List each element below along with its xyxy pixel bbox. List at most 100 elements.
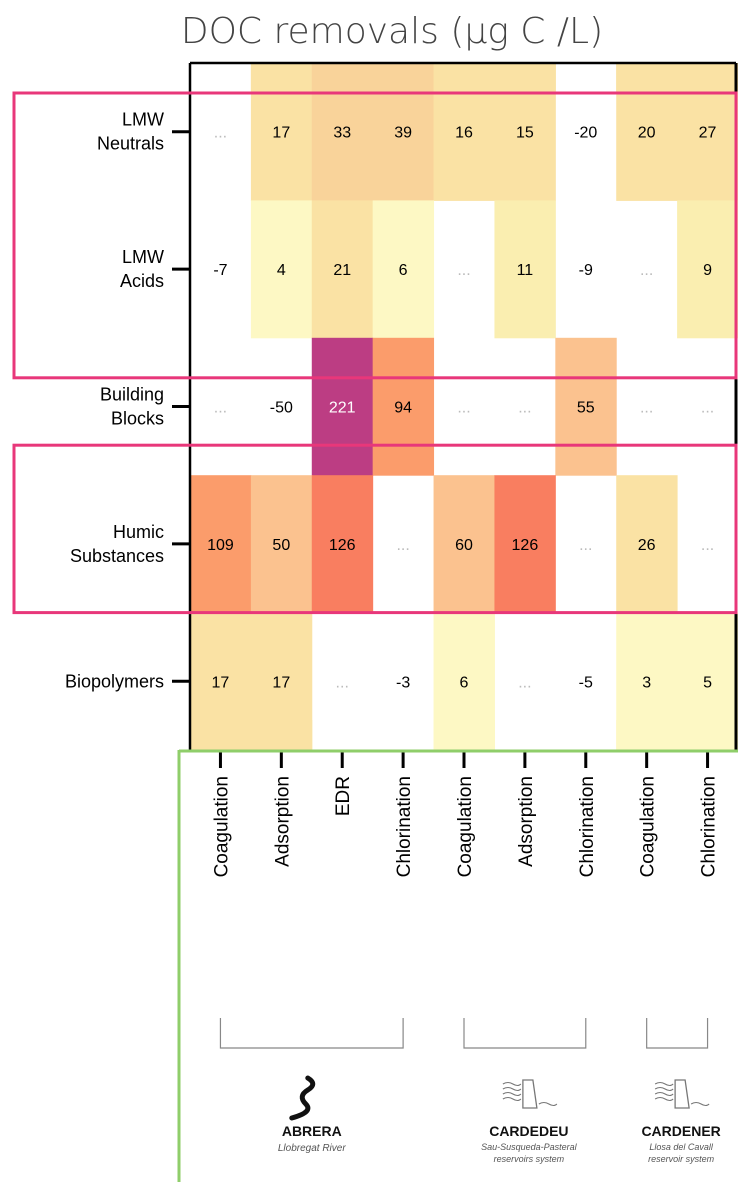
group-subtitle-0: Llobregat River bbox=[278, 1143, 346, 1154]
heatmap-cell-r2-c2 bbox=[311, 337, 374, 476]
cell-value-r2-c7: ... bbox=[640, 400, 653, 417]
heatmap-cell-r0-c5 bbox=[494, 63, 556, 201]
heatmap-cell-r1-c8 bbox=[677, 200, 738, 339]
cell-value-r4-c4: 6 bbox=[460, 674, 469, 691]
heatmap-cell-r0-c4 bbox=[433, 63, 495, 201]
heatmap-cell-r3-c7 bbox=[616, 475, 678, 614]
cell-value-r3-c5: 126 bbox=[512, 537, 539, 554]
cell-value-r3-c4: 60 bbox=[455, 537, 473, 554]
column-label-0: Coagulation bbox=[211, 776, 232, 877]
cell-value-r4-c6: -5 bbox=[579, 674, 593, 691]
cell-value-r4-c8: 5 bbox=[703, 674, 712, 691]
water-wave-icon bbox=[654, 1096, 674, 1102]
group-name-0: ABRERA bbox=[282, 1123, 342, 1139]
group-name-2: CARDENER bbox=[641, 1123, 720, 1139]
heatmap-cell-r2-c6 bbox=[555, 337, 617, 476]
cell-value-r0-c5: 15 bbox=[516, 125, 534, 142]
group-bracket-0 bbox=[219, 1018, 404, 1049]
column-label-1: Adsorption bbox=[272, 776, 293, 867]
row-label-3-line1: Humic bbox=[113, 522, 164, 542]
heatmap-cell-r1-c5 bbox=[494, 200, 556, 339]
cell-value-r0-c3: 39 bbox=[394, 125, 412, 142]
water-wave-icon bbox=[502, 1096, 522, 1102]
column-labels: Coagulation Adsorption EDR Chlorination Coag… bbox=[211, 750, 720, 877]
cell-value-r3-c3: ... bbox=[396, 537, 409, 554]
plot-frame bbox=[12, 61, 738, 1182]
column-label-6: Chlorination bbox=[577, 776, 598, 877]
plant-groups: ABRERA Llobregat River CARDEDEU Sau-Susqued… bbox=[219, 1018, 721, 1164]
cell-value-labels: ... 17 33 39 16 15 -20 20 27 -7 4 21 6... 11 -9... 9...… bbox=[207, 125, 716, 692]
heatmap-cell-r3-c1 bbox=[250, 475, 313, 614]
heatmap-cell-r4-c8 bbox=[677, 612, 738, 751]
row-label-3-line2: Substances bbox=[70, 546, 164, 566]
water-wave-icon bbox=[690, 1101, 710, 1107]
heatmap-cell-r0-c3 bbox=[372, 63, 435, 201]
group-bracket-1 bbox=[463, 1018, 587, 1049]
cell-value-r2-c2: 221 bbox=[329, 400, 356, 417]
cell-value-r3-c1: 50 bbox=[272, 537, 290, 554]
cell-value-r1-c5: 11 bbox=[517, 262, 534, 279]
cell-value-r0-c8: 27 bbox=[699, 125, 717, 142]
row-label-0-line2: Neutrals bbox=[97, 134, 164, 154]
cell-value-r2-c1: -50 bbox=[270, 400, 293, 417]
heatmap-cell-r4-c1 bbox=[250, 612, 313, 751]
heatmap-cell-r3-c2 bbox=[311, 475, 374, 614]
chart-title: DOC removals (µg C /L) bbox=[181, 11, 603, 52]
cell-value-r0-c0: ... bbox=[214, 125, 227, 142]
heatmap-cell-r4-c4 bbox=[433, 612, 495, 751]
cell-value-r1-c2: 21 bbox=[333, 262, 351, 279]
water-wave-icon bbox=[502, 1086, 522, 1092]
cell-value-r1-c7: ... bbox=[640, 262, 653, 279]
water-wave-icon bbox=[654, 1086, 674, 1092]
cell-value-r0-c4: 16 bbox=[455, 125, 473, 142]
heatmap-cell-r0-c8 bbox=[677, 63, 738, 201]
water-wave-icon bbox=[502, 1091, 522, 1097]
highlight-box-humic bbox=[12, 443, 738, 615]
row-label-0-line1: LMW bbox=[122, 110, 164, 130]
cell-value-r4-c5: ... bbox=[518, 674, 531, 691]
cell-value-r1-c0: -7 bbox=[213, 262, 227, 279]
row-label-2-line1: Building bbox=[100, 385, 164, 405]
water-wave-icon bbox=[502, 1081, 522, 1087]
row-label-1-line1: LMW bbox=[122, 247, 164, 267]
highlight-box-lmw bbox=[12, 91, 738, 380]
row-label-1-line2: Acids bbox=[120, 271, 164, 291]
heatmap-cell-r0-c7 bbox=[616, 63, 678, 201]
heatmap-cell-r2-c3 bbox=[372, 337, 435, 476]
cell-value-r4-c1: 17 bbox=[272, 674, 290, 691]
cell-value-r3-c6: ... bbox=[579, 537, 592, 554]
cell-value-r3-c0: 109 bbox=[207, 537, 234, 554]
cell-value-r0-c2: 33 bbox=[333, 125, 351, 142]
heatmap-cell-r1-c1 bbox=[250, 200, 313, 339]
heatmap-cell-r3-c4 bbox=[433, 475, 495, 614]
column-label-5: Adsorption bbox=[516, 776, 537, 867]
heatmap-cell-r1-c3 bbox=[372, 200, 435, 339]
heatmap-cell-r0-c1 bbox=[250, 63, 313, 201]
group-bracket-2 bbox=[646, 1018, 709, 1049]
water-wave-icon bbox=[538, 1101, 558, 1107]
cell-value-r2-c5: ... bbox=[518, 400, 531, 417]
cell-value-r0-c1: 17 bbox=[272, 125, 290, 142]
heatmap-cell-r4-c0 bbox=[190, 612, 252, 751]
group-subtitle-1-line1: Sau-Susqueda-Pasteral bbox=[481, 1142, 578, 1152]
cell-value-r1-c8: 9 bbox=[703, 262, 712, 279]
cell-value-r3-c8: ... bbox=[701, 537, 714, 554]
cell-value-r0-c7: 20 bbox=[638, 125, 656, 142]
cell-value-r3-c2: 126 bbox=[329, 537, 356, 554]
cell-value-r2-c8: ... bbox=[701, 400, 714, 417]
cell-value-r2-c4: ... bbox=[457, 400, 470, 417]
cell-value-r3-c7: 26 bbox=[638, 537, 656, 554]
heatmap-cell-r3-c5 bbox=[494, 475, 556, 614]
column-label-4: Coagulation bbox=[455, 776, 476, 877]
river-icon bbox=[289, 1075, 316, 1121]
heatmap-cell-r1-c2 bbox=[311, 200, 374, 339]
heatmap-cell-r3-c0 bbox=[190, 475, 252, 614]
heatmap-cell-r4-c7 bbox=[616, 612, 678, 751]
cell-value-r1-c6: -9 bbox=[579, 262, 593, 279]
cell-value-r0-c6: -20 bbox=[574, 125, 597, 142]
row-label-4: Biopolymers bbox=[65, 671, 164, 691]
cell-value-r2-c6: 55 bbox=[577, 400, 595, 417]
dam-icon bbox=[674, 1079, 690, 1109]
water-wave-icon bbox=[654, 1091, 674, 1097]
dam-icon bbox=[522, 1079, 538, 1109]
